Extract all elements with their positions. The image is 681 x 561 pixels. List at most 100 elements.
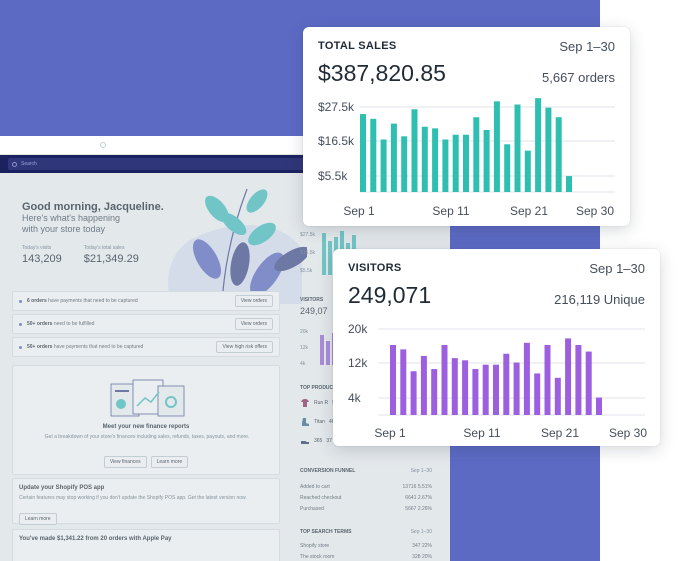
shoe-icon xyxy=(301,441,309,444)
visitors-value: 249,071 xyxy=(348,282,432,308)
view-high-risk-button[interactable]: View high risk offers xyxy=(216,341,273,353)
pos-learn-more-button[interactable]: Learn more xyxy=(19,513,57,525)
view-finances-button[interactable]: View finances xyxy=(103,456,147,468)
bar xyxy=(360,114,366,192)
today-kpis: Today's visits 143,209 Today's total sal… xyxy=(22,245,139,265)
finance-title: Meet your new finance reports xyxy=(102,424,190,430)
bullet-icon xyxy=(19,345,22,349)
kpi-value: $21,349.29 xyxy=(83,253,139,265)
bar xyxy=(555,117,562,192)
card-title: VISITORS xyxy=(348,262,402,274)
bar xyxy=(390,123,397,192)
boot-icon xyxy=(302,418,309,426)
bar xyxy=(585,351,592,415)
product-row[interactable]: Titan 46 xyxy=(300,417,335,427)
bar xyxy=(523,342,530,415)
bar xyxy=(493,101,500,192)
search-terms-date: Sep 1–30 xyxy=(410,529,432,535)
bar xyxy=(535,98,542,192)
apple-pay-text: You've made $1,341.22 from 20 orders wit… xyxy=(19,536,172,542)
learn-more-button[interactable]: Learn more xyxy=(150,456,189,468)
bar xyxy=(452,134,459,192)
search-input[interactable]: Search xyxy=(8,158,308,170)
finance-reports-card: Meet your new finance reports Get a brea… xyxy=(12,365,280,475)
mini-visitors-value: 249,07 xyxy=(300,306,328,316)
funnel-row: Purchased 5667 2.26% xyxy=(300,506,432,512)
search-term-row: Shopify store 347 22% xyxy=(300,543,432,549)
product-name: Titan xyxy=(314,419,325,425)
bullet-icon xyxy=(19,299,22,303)
search-icon xyxy=(12,161,17,167)
bar xyxy=(380,139,387,192)
y-tick-label: 4k xyxy=(348,391,362,405)
funnel-row: Added to cart 13716 5.51% xyxy=(300,484,432,490)
y-tick-label: 20k xyxy=(348,322,368,336)
sales-tick-label: $27.5k xyxy=(300,232,316,238)
bar xyxy=(432,128,439,192)
bar xyxy=(411,109,418,192)
total-sales-value: $387,820.85 xyxy=(318,60,446,86)
search-terms-label: TOP SEARCH TERMS xyxy=(300,529,352,535)
product-count: 46 xyxy=(328,419,335,425)
pos-description: Certain features may stop working if you… xyxy=(19,495,247,501)
kpi-value: 143,209 xyxy=(22,253,62,265)
x-tick-label: Sep 1 xyxy=(343,204,375,218)
x-tick-label: Sep 11 xyxy=(432,204,469,218)
view-orders-button[interactable]: View orders xyxy=(234,318,273,330)
sales-tick-label: $16.5k xyxy=(300,250,316,256)
funnel-label: CONVERSION FUNNEL xyxy=(300,468,356,474)
greeting-title: Good morning, Jacqueline. xyxy=(22,201,164,213)
bar xyxy=(421,126,428,192)
product-count: 37 xyxy=(326,438,332,444)
finance-actions: View finances Learn more xyxy=(13,456,279,468)
visitors-tick-label: 4k xyxy=(300,361,306,367)
sales-tick-label: $5.5k xyxy=(300,268,313,274)
bar xyxy=(534,373,541,415)
kpi-visits: Today's visits 143,209 xyxy=(22,245,62,265)
bar xyxy=(545,107,552,192)
card-date-range: Sep 1–30 xyxy=(559,39,615,54)
pos-title: Update your Shopify POS app xyxy=(19,485,105,491)
x-tick-label: Sep 21 xyxy=(541,426,579,440)
visitors-bar-chart: 20k 12k 4k Sep 1 Sep 11 Sep 21 Sep 30 xyxy=(348,322,647,440)
home-main-column: Good morning, Jacqueline. Here's what's … xyxy=(12,173,307,561)
y-tick-label: 12k xyxy=(348,356,368,370)
bar xyxy=(472,369,479,415)
bar xyxy=(463,134,469,192)
task-high-risk: 50+ orders have payments that need to be… xyxy=(12,337,280,357)
y-tick-label: $16.5k xyxy=(318,134,355,148)
visitors-tick-label: 20k xyxy=(300,329,309,335)
search-placeholder: Search xyxy=(21,161,37,167)
bar xyxy=(503,353,510,415)
orders-count: 5,667 orders xyxy=(542,70,615,85)
bar xyxy=(442,139,449,192)
bar xyxy=(410,371,417,415)
task-text: 50+ orders need to be fulfilled xyxy=(27,321,95,327)
funnel-row: Reached checkout 6641 2.67% xyxy=(300,495,432,501)
total-sales-card: TOTAL SALES Sep 1–30 $387,820.85 5,667 o… xyxy=(303,27,630,226)
task-text: 50+ orders have payments that need to be… xyxy=(27,344,144,350)
loading-icon xyxy=(100,142,106,148)
visitors-tick-label: 12k xyxy=(300,345,309,351)
x-tick-label: Sep 30 xyxy=(609,426,647,440)
task-fulfill-orders: 50+ orders need to be fulfilled View ord… xyxy=(12,314,280,334)
greeting-subtitle-2: with your store today xyxy=(22,224,106,234)
visitors-card: VISITORS Sep 1–30 249,071 216,119 Unique… xyxy=(333,249,660,446)
bar xyxy=(451,358,458,415)
plant-illustration xyxy=(168,188,307,304)
bar xyxy=(483,129,490,192)
y-tick-label: $27.5k xyxy=(318,100,355,114)
bar xyxy=(596,397,602,415)
bar xyxy=(482,364,489,415)
product-name: 365 xyxy=(314,438,323,444)
bar xyxy=(473,117,480,192)
product-row[interactable]: 365 37 xyxy=(300,436,332,446)
shirt-icon xyxy=(301,399,309,407)
bar xyxy=(370,118,377,192)
view-orders-button[interactable]: View orders xyxy=(234,295,273,307)
funnel-date: Sep 1–30 xyxy=(410,468,432,474)
card-title: TOTAL SALES xyxy=(318,40,397,52)
bar xyxy=(575,345,582,415)
bar xyxy=(504,144,511,192)
